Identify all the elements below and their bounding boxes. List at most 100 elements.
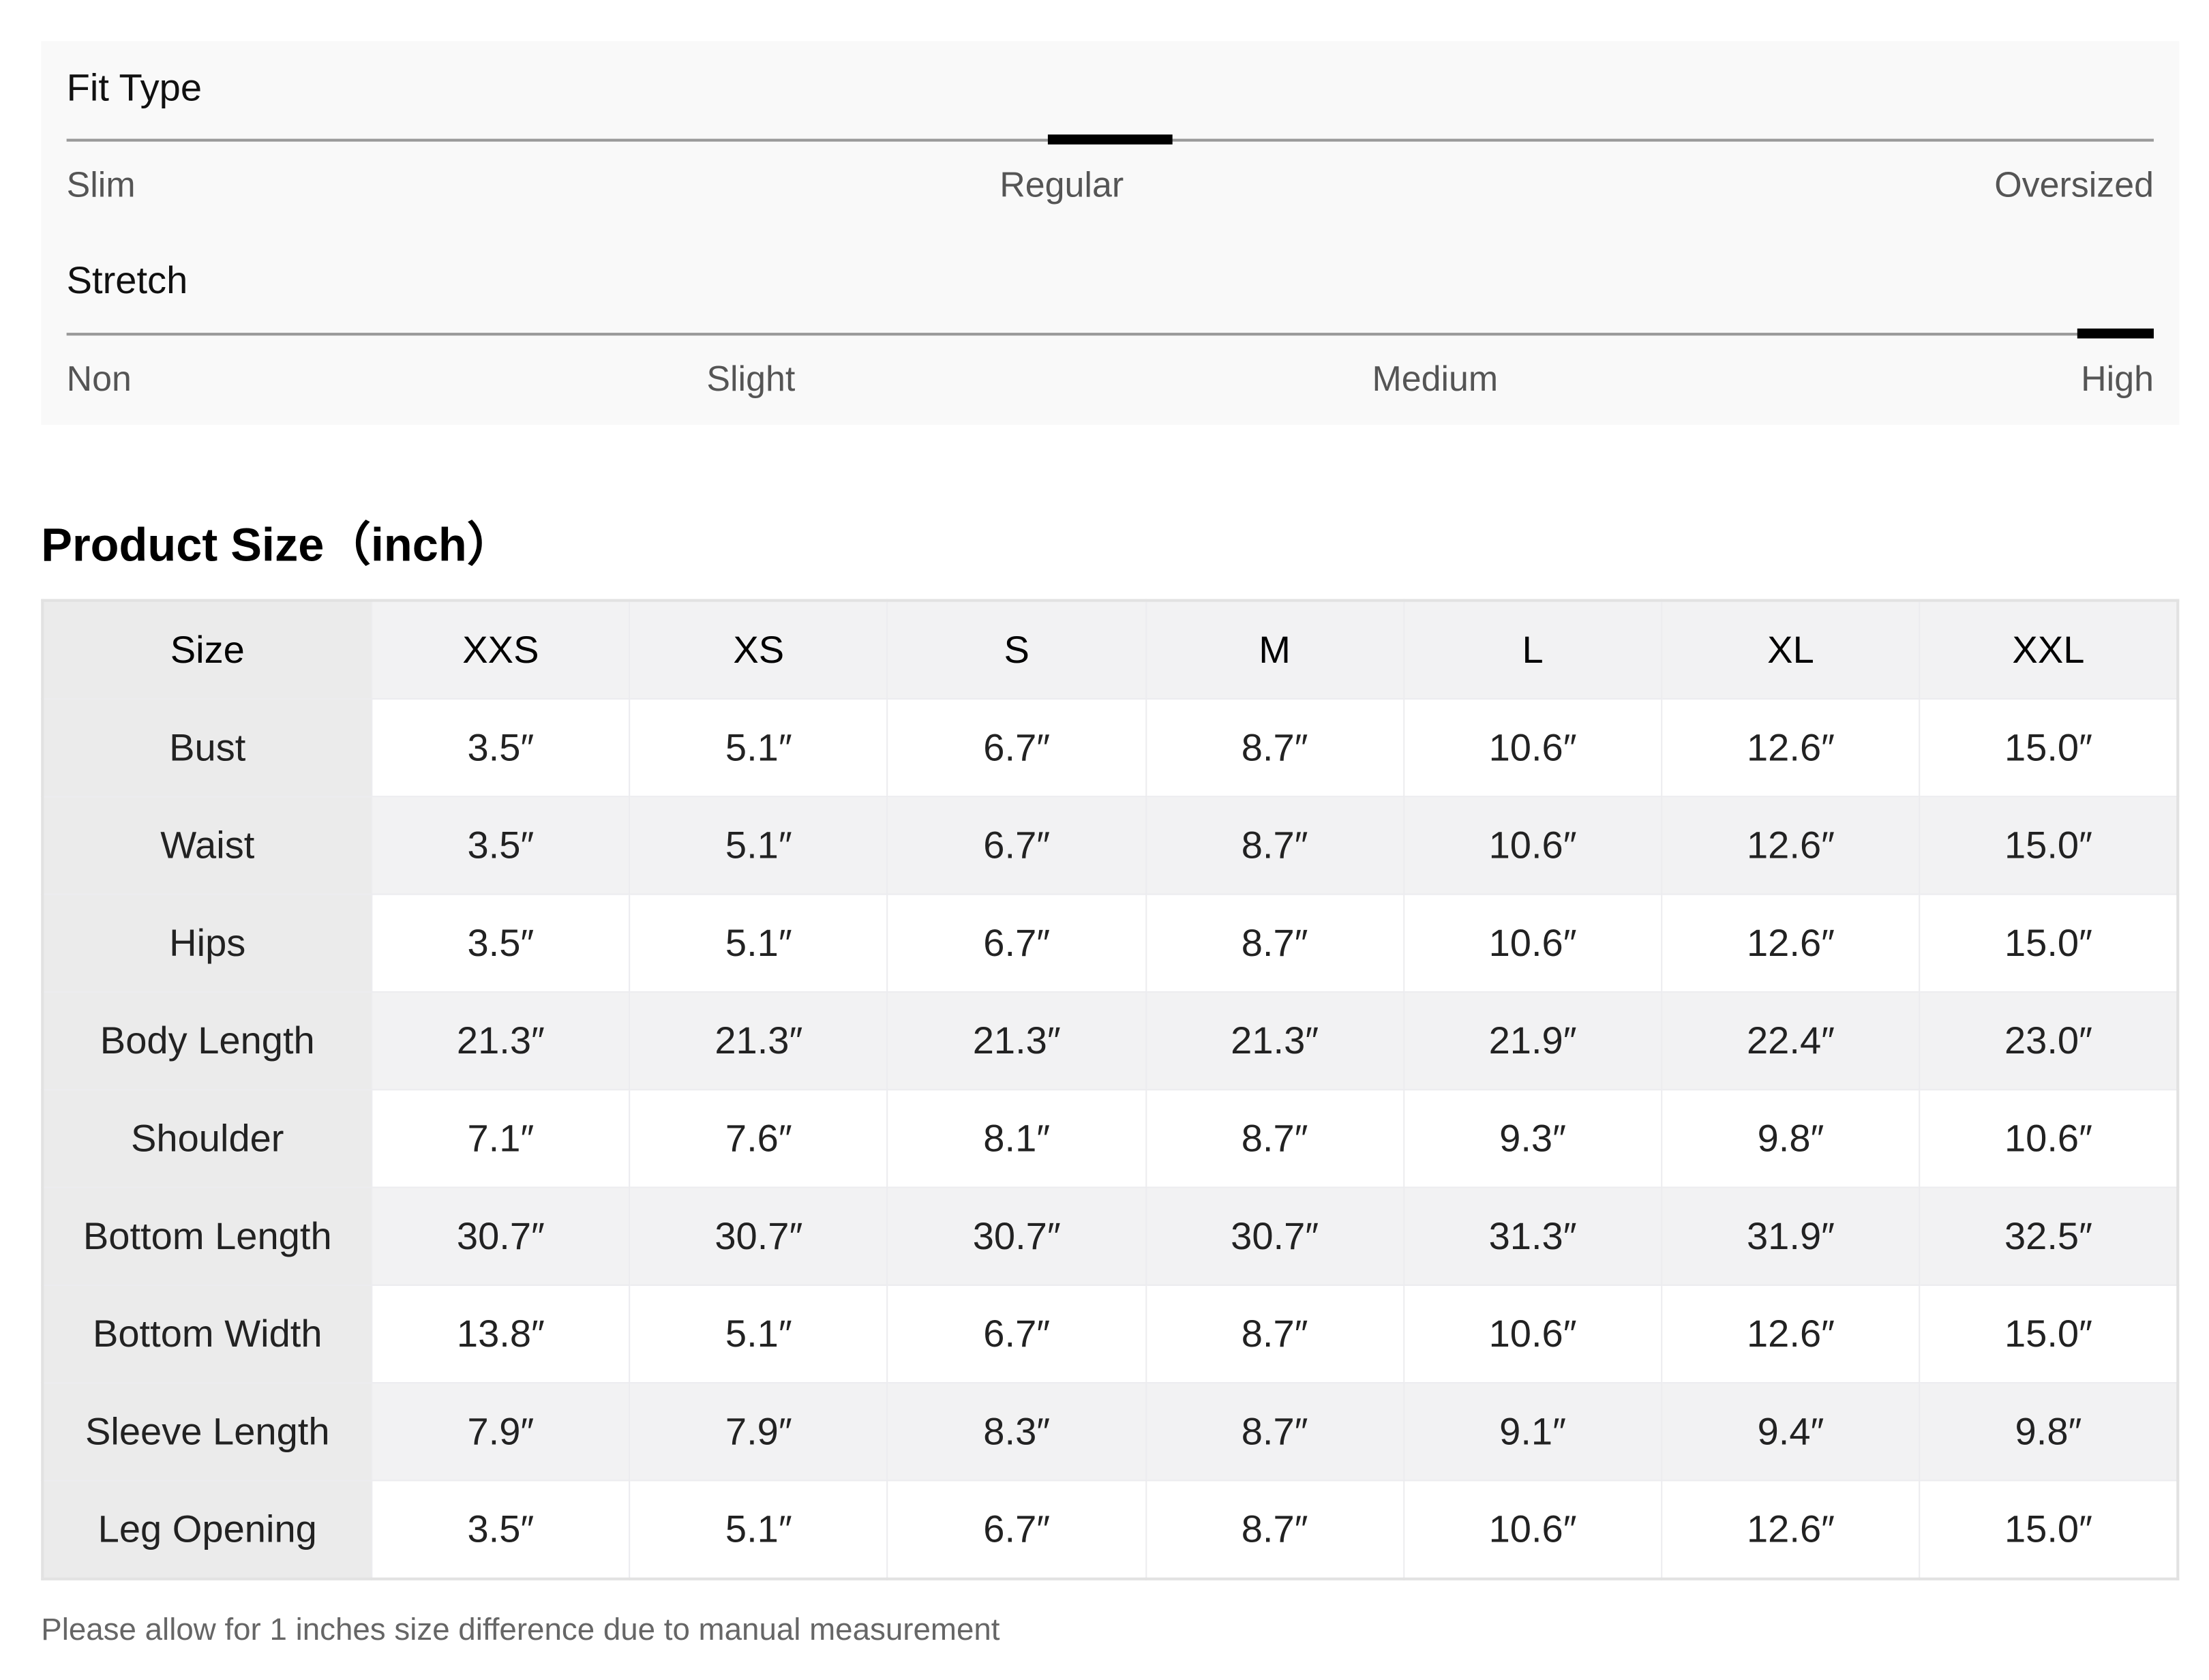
table-row: Sleeve Length 7.9″ 7.9″ 8.3″ 8.7″ 9.1″ 9.4″ 9.8… (42, 1382, 2179, 1482)
stretch-marker (2077, 328, 2154, 339)
table-row: Body Length 21.3″ 21.3″ 21.3″ 21.3″ 21.9″ 22.4… (42, 991, 2179, 1091)
table-cell: 5.1″ (629, 1480, 889, 1580)
table-row: Waist 3.5″ 5.1″ 6.7″ 8.7″ 10.6″ 12.6″ 15.0″ (42, 796, 2179, 895)
table-cell: 8.7″ (1145, 1284, 1404, 1384)
product-size-heading: Product Size（inch） (41, 518, 514, 571)
stretch-title: Stretch (66, 259, 188, 302)
row-label: Leg Opening (42, 1480, 373, 1580)
table-cell: 10.6″ (1402, 698, 1663, 798)
table-cell: 3.5″ (371, 698, 631, 798)
stretch-scale (66, 328, 2154, 339)
table-cell: 5.1″ (629, 893, 889, 993)
fit-label-oversized: Oversized (1994, 165, 2154, 206)
fit-label-regular: Regular (1000, 165, 1124, 206)
table-cell: 30.7″ (629, 1186, 889, 1286)
row-label: Sleeve Length (42, 1382, 373, 1482)
column-header-xxl: XXL (1919, 599, 2179, 700)
row-label: Bottom Length (42, 1186, 373, 1286)
table-cell: 32.5″ (1919, 1186, 2179, 1286)
table-cell: 21.3″ (1145, 991, 1404, 1091)
table-cell: 15.0″ (1919, 1284, 2179, 1384)
stretch-label-non: Non (66, 359, 132, 400)
table-row: Bottom Width 13.8″ 5.1″ 6.7″ 8.7″ 10.6″ 12.6″ 1… (42, 1284, 2179, 1384)
table-cell: 6.7″ (886, 893, 1147, 993)
column-header-m: M (1145, 599, 1404, 700)
table-cell: 8.1″ (886, 1089, 1147, 1188)
table-cell: 22.4″ (1661, 991, 1921, 1091)
table-cell: 3.5″ (371, 1480, 631, 1580)
table-cell: 6.7″ (886, 698, 1147, 798)
table-cell: 9.3″ (1402, 1089, 1663, 1188)
row-label: Body Length (42, 991, 373, 1091)
table-row: Leg Opening 3.5″ 5.1″ 6.7″ 8.7″ 10.6″ 12.6″ 15.… (42, 1480, 2179, 1580)
table-cell: 30.7″ (1145, 1186, 1404, 1286)
table-cell: 6.7″ (886, 1284, 1147, 1384)
table-cell: 21.3″ (371, 991, 631, 1091)
table-cell: 8.7″ (1145, 893, 1404, 993)
table-row: Shoulder 7.1″ 7.6″ 8.1″ 8.7″ 9.3″ 9.8″ 10.6″ (42, 1089, 2179, 1188)
table-cell: 15.0″ (1919, 893, 2179, 993)
column-header-size: Size (42, 599, 373, 700)
table-cell: 8.7″ (1145, 796, 1404, 895)
column-header-xs: XS (629, 599, 889, 700)
row-label: Bottom Width (42, 1284, 373, 1384)
table-cell: 12.6″ (1661, 1284, 1921, 1384)
table-cell: 3.5″ (371, 893, 631, 993)
table-cell: 15.0″ (1919, 1480, 2179, 1580)
fit-type-marker (1047, 134, 1173, 145)
table-cell: 12.6″ (1661, 796, 1921, 895)
stretch-label-slight: Slight (706, 359, 796, 400)
stretch-label-high: High (2081, 359, 2154, 400)
row-label: Hips (42, 893, 373, 993)
measurement-note: Please allow for 1 inches size differenc… (41, 1611, 1000, 1647)
row-label: Bust (42, 698, 373, 798)
table-cell: 12.6″ (1661, 893, 1921, 993)
table-cell: 5.1″ (629, 1284, 889, 1384)
table-cell: 9.4″ (1661, 1382, 1921, 1482)
fit-type-title: Fit Type (66, 66, 202, 109)
table-row: Bust 3.5″ 5.1″ 6.7″ 8.7″ 10.6″ 12.6″ 15.0″ (42, 698, 2179, 798)
fit-panel: Fit Type Slim Regular Oversized Stretch … (41, 41, 2180, 425)
table-cell: 8.7″ (1145, 1382, 1404, 1482)
stretch-label-medium: Medium (1372, 359, 1499, 400)
fit-type-scale (66, 134, 2154, 145)
table-cell: 21.3″ (886, 991, 1147, 1091)
fit-label-slim: Slim (66, 165, 136, 206)
table-row: Hips 3.5″ 5.1″ 6.7″ 8.7″ 10.6″ 12.6″ 15.0″ (42, 893, 2179, 993)
table-cell: 9.8″ (1661, 1089, 1921, 1188)
table-cell: 7.1″ (371, 1089, 631, 1188)
table-cell: 30.7″ (886, 1186, 1147, 1286)
column-header-xl: XL (1661, 599, 1921, 700)
table-cell: 21.9″ (1402, 991, 1663, 1091)
table-cell: 5.1″ (629, 796, 889, 895)
table-cell: 10.6″ (1402, 1480, 1663, 1580)
table-cell: 9.1″ (1402, 1382, 1663, 1482)
table-cell: 3.5″ (371, 796, 631, 895)
table-cell: 8.7″ (1145, 698, 1404, 798)
table-cell: 7.6″ (629, 1089, 889, 1188)
table-cell: 10.6″ (1402, 1284, 1663, 1384)
table-cell: 6.7″ (886, 1480, 1147, 1580)
table-cell: 13.8″ (371, 1284, 631, 1384)
table-cell: 7.9″ (629, 1382, 889, 1482)
table-cell: 12.6″ (1661, 698, 1921, 798)
column-header-s: S (886, 599, 1147, 700)
table-cell: 9.8″ (1919, 1382, 2179, 1482)
table-cell: 12.6″ (1661, 1480, 1921, 1580)
table-cell: 30.7″ (371, 1186, 631, 1286)
table-cell: 5.1″ (629, 698, 889, 798)
table-cell: 8.7″ (1145, 1480, 1404, 1580)
table-cell: 15.0″ (1919, 698, 2179, 798)
table-cell: 6.7″ (886, 796, 1147, 895)
column-header-xxs: XXS (371, 599, 631, 700)
table-cell: 23.0″ (1919, 991, 2179, 1091)
table-cell: 10.6″ (1402, 893, 1663, 993)
table-cell: 31.3″ (1402, 1186, 1663, 1286)
table-cell: 7.9″ (371, 1382, 631, 1482)
table-cell: 15.0″ (1919, 796, 2179, 895)
column-header-l: L (1402, 599, 1663, 700)
table-row: Bottom Length 30.7″ 30.7″ 30.7″ 30.7″ 31.3″ 31… (42, 1186, 2179, 1286)
row-label: Shoulder (42, 1089, 373, 1188)
table-cell: 10.6″ (1402, 796, 1663, 895)
